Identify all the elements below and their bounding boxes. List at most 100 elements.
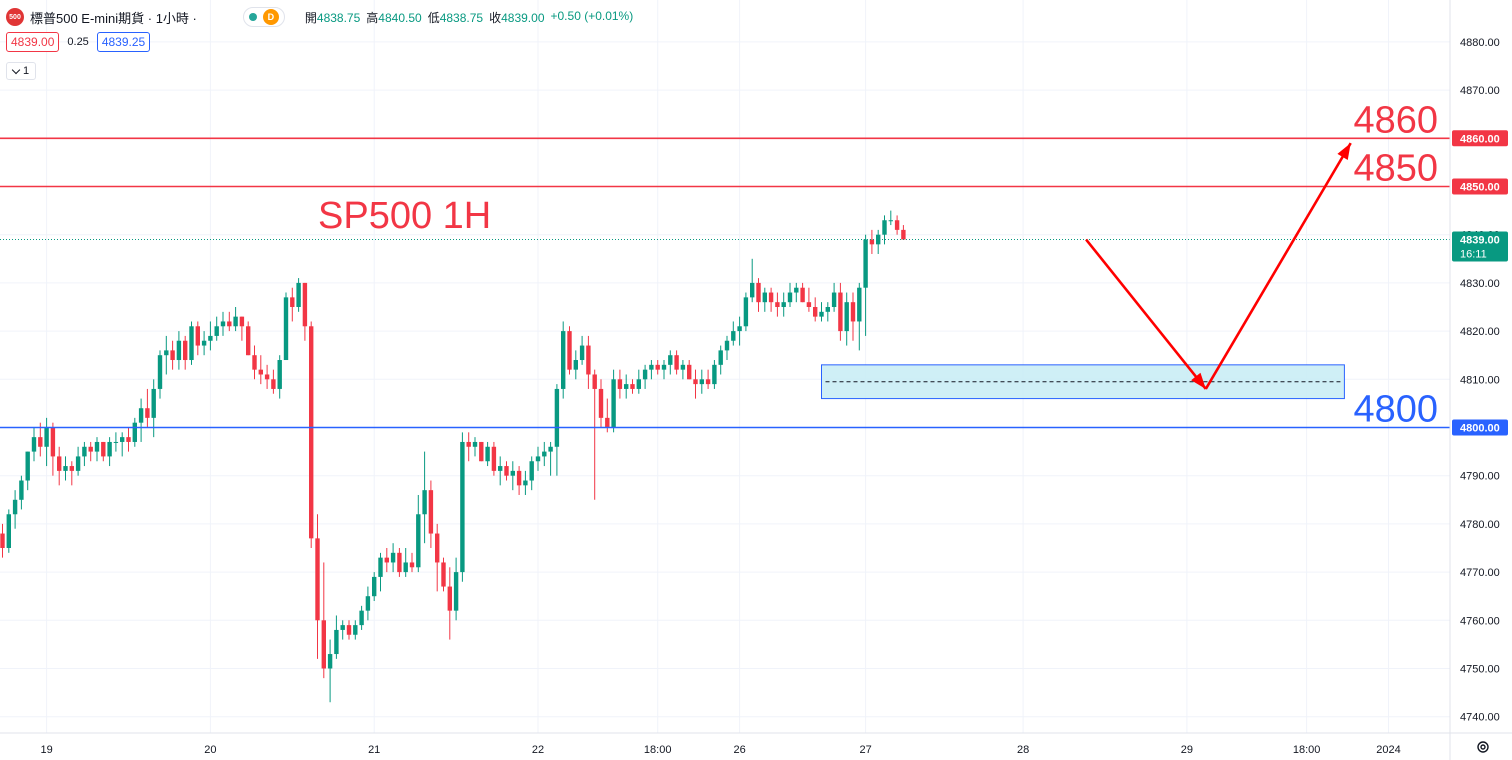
candle-body — [498, 466, 503, 471]
arrow-up-shaft[interactable] — [1204, 142, 1352, 390]
time-axis[interactable]: 19 20 21 22 18:00 26 27 28 29 18:00 2024 — [0, 732, 1512, 756]
candle — [384, 548, 389, 573]
candle — [598, 379, 604, 428]
trend-arrows[interactable] — [1085, 142, 1352, 390]
candle-body — [592, 374, 597, 389]
candle-body — [901, 229, 906, 240]
candle — [516, 466, 522, 495]
candle — [617, 369, 623, 399]
candle — [630, 379, 635, 394]
support-zone[interactable] — [821, 364, 1345, 400]
candle-body — [107, 441, 112, 457]
candle-body — [38, 437, 43, 447]
candle — [189, 321, 194, 365]
candle — [378, 552, 383, 592]
candle-body — [151, 388, 156, 418]
time-tick-label: 18:00 — [644, 744, 672, 756]
candle-body — [435, 533, 440, 563]
symbol-title[interactable]: 標普500 E-mini期貨 · 1小時 · — [30, 10, 197, 26]
candle — [107, 437, 112, 467]
candle — [542, 441, 547, 467]
level-axis-badge — [1452, 419, 1508, 436]
candle-body — [309, 326, 314, 539]
candle — [857, 282, 862, 351]
candle-body — [705, 379, 711, 385]
candle — [94, 437, 100, 462]
candle-body — [227, 321, 232, 327]
candle-body — [409, 562, 415, 568]
candle-body — [353, 625, 358, 635]
chevron-down-icon — [11, 65, 21, 74]
price-axis[interactable]: 4740.00 4750.00 4760.00 4770.00 4780.00 4790.… — [1449, 0, 1512, 760]
candle — [31, 427, 37, 462]
candle — [888, 210, 893, 226]
candle-body — [346, 625, 352, 635]
candle-body — [529, 461, 534, 481]
time-tick-label: 2024 — [1376, 744, 1400, 756]
candle — [844, 292, 849, 346]
candle-body — [491, 446, 497, 471]
level-label-4800: 4800 — [1353, 389, 1438, 431]
candle-body — [724, 340, 730, 351]
candle-body — [75, 456, 81, 471]
candle — [101, 441, 106, 462]
buy-button[interactable]: 4839.25 — [96, 32, 151, 52]
candle-body — [296, 282, 301, 307]
candle — [220, 311, 226, 336]
market-open-icon — [248, 13, 257, 21]
candle-body — [479, 441, 484, 462]
candle-body — [869, 239, 875, 245]
candle-body — [378, 557, 383, 577]
candle-body — [756, 282, 761, 303]
time-tick-label: 26 — [733, 744, 745, 756]
settings-icon[interactable] — [1476, 740, 1490, 754]
price-tick-label: 4830.00 — [1460, 278, 1500, 290]
candle — [120, 432, 125, 457]
candle — [57, 446, 62, 486]
candle — [409, 552, 415, 573]
candle — [214, 316, 219, 341]
candle — [636, 369, 641, 394]
indicator-toggle[interactable]: 1 — [6, 62, 37, 80]
candle — [485, 441, 490, 467]
horizontal-lines[interactable]: 4860 4850 4800 — [0, 99, 1450, 431]
candle — [668, 350, 673, 375]
level-axis-label: 4860.00 — [1460, 133, 1500, 145]
zone-box[interactable] — [821, 364, 1345, 400]
candle — [0, 523, 5, 558]
candle-body — [516, 470, 522, 486]
candle — [781, 292, 786, 317]
candle-body — [57, 456, 62, 471]
candle — [762, 287, 767, 312]
candle — [901, 225, 906, 240]
market-status[interactable]: D — [242, 7, 285, 27]
candle-body — [246, 326, 251, 356]
sell-button[interactable]: 4839.00 — [6, 32, 60, 52]
candle-body — [800, 287, 805, 303]
candle-body — [680, 364, 686, 370]
time-tick-label: 19 — [40, 744, 52, 756]
candle — [561, 321, 566, 399]
candle — [491, 441, 497, 476]
candle — [825, 302, 830, 322]
candle — [579, 335, 585, 365]
arrow-down-shaft[interactable] — [1085, 238, 1207, 390]
candle-body — [548, 446, 553, 452]
candle-body — [384, 557, 389, 563]
symbol-logo[interactable]: 500 — [6, 8, 24, 26]
candle-body — [208, 335, 213, 341]
candle-body — [838, 292, 843, 332]
candle-body — [781, 302, 786, 307]
price-tick-label: 4750.00 — [1460, 664, 1500, 676]
ohlc-close: 收4839.00 — [489, 10, 545, 25]
candle — [441, 557, 446, 592]
candle — [390, 543, 396, 573]
candle-body — [302, 282, 308, 327]
candle-body — [806, 302, 812, 307]
candle-body — [794, 287, 799, 293]
candle — [523, 470, 528, 495]
candle — [447, 567, 452, 640]
candle — [157, 350, 163, 399]
candle-body — [863, 239, 868, 288]
